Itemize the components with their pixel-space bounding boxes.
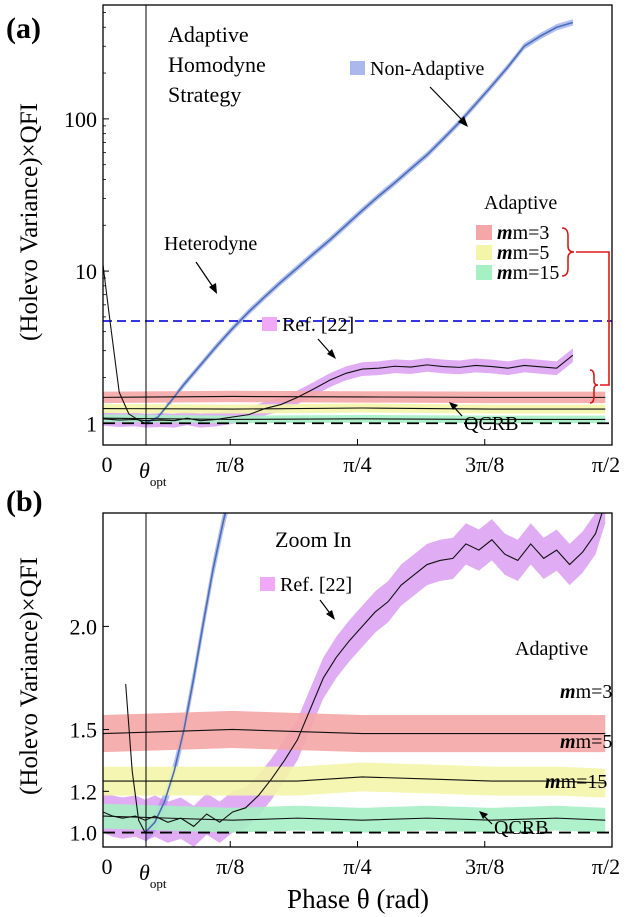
m5-curve-label: mm=5: [560, 731, 612, 753]
panel-a-letter: (a): [6, 12, 41, 45]
heterodyne-label: Heterodyne: [164, 233, 257, 255]
panel-a-lines: [103, 21, 612, 425]
panel-b-m-5-band: [103, 762, 606, 798]
m5-legend-label: mm=5: [497, 242, 549, 264]
panel-b-bands: [103, 513, 606, 847]
panel-b-m-15-line: [103, 815, 606, 821]
panel-a-ticks: 0 π/8 π/4 3π/8 π/2 1 10 100: [64, 12, 620, 477]
ref-label-b: Ref. [22]: [280, 574, 352, 596]
panel-a-xtick-label: 0: [102, 452, 113, 477]
panel-a-m-3-line: [103, 395, 606, 398]
panel-b-low-theta-line: [125, 684, 146, 833]
panel-a-non-adaptive-line: [144, 21, 574, 425]
theta-opt-b: θopt: [139, 860, 167, 891]
m3-legend-swatch: [476, 225, 492, 240]
red-bracket: [561, 227, 610, 404]
panel-b-xlabel: Phase θ (rad): [287, 884, 429, 914]
panel-b-xtick-label: 0: [102, 854, 113, 879]
panel-b-letter: (b): [6, 485, 43, 518]
panel-a-m-5-line: [103, 407, 606, 410]
panel-a-xtick-label: π/4: [343, 452, 371, 477]
m5-legend-swatch: [476, 245, 492, 260]
qcrb-arrowhead-a: [449, 402, 458, 410]
ref-legend-swatch-b: [260, 577, 275, 591]
m15-curve-label: mm=15: [545, 771, 607, 793]
panel-b-ytick-label: 1.5: [70, 717, 98, 742]
heterodyne-arrow: [195, 261, 216, 291]
adaptive-title-b: Adaptive: [515, 638, 588, 660]
nonadaptive-label: Non-Adaptive: [370, 58, 485, 80]
panel-b-m-3-band: [103, 710, 606, 753]
panel-b-ytick-label: 1.2: [70, 779, 98, 804]
nonadaptive-arrowhead: [458, 116, 468, 127]
nonadaptive-legend-swatch: [350, 61, 365, 75]
panel-b-xtick-label: 3π/8: [465, 854, 504, 879]
panel-a-low-theta-line: [103, 264, 146, 424]
panel-a-xtick-label: 3π/8: [465, 452, 504, 477]
panel-b-xtick-label: π/4: [343, 854, 371, 879]
panel-a-m-15-line: [103, 417, 606, 420]
ref-legend-swatch-a: [262, 317, 277, 331]
panel-b: 0 π/8 π/4 3π/8 π/2 1.0 1.2 1.5 2.0 (b) (Holevo V…: [6, 485, 621, 914]
qcrb-label-a: QCRB: [464, 413, 518, 435]
nonadaptive-arrow: [429, 86, 467, 125]
panel-a-xtick-label: π/2: [592, 452, 620, 477]
m3-legend-label: mm=3: [497, 222, 549, 244]
panel-b-ylabel: (Holevo Variance)×QFI: [16, 557, 43, 795]
panel-a-ref-22-line: [103, 354, 574, 422]
red-bracket-connector: [576, 251, 610, 386]
panel-a-ylabel: (Holevo Variance)×QFI: [16, 103, 43, 341]
panel-a-ytick-label: 10: [75, 259, 97, 284]
panel-b-ytick-label: 2.0: [70, 614, 98, 639]
panel-b-xtick-label: π/2: [592, 854, 620, 879]
panel-a-xtick-label: π/8: [216, 452, 244, 477]
m3-curve-label: mm=3: [560, 681, 612, 703]
panel-b-lines: [103, 513, 612, 834]
qcrb-arrowhead-b: [479, 811, 488, 819]
theta-opt-a: θopt: [139, 458, 167, 489]
panel-b-ticks: 0 π/8 π/4 3π/8 π/2 1.0 1.2 1.5 2.0: [70, 614, 621, 879]
panel-b-m-3-line: [103, 728, 606, 735]
ref-label-a: Ref. [22]: [282, 314, 354, 336]
red-bracket-upper-brace: [561, 227, 575, 277]
panel-b-xtick-label: π/8: [216, 854, 244, 879]
m15-legend-swatch: [476, 265, 492, 280]
panel-b-ytick-label: 1.0: [70, 821, 98, 846]
red-bracket-lower-brace: [589, 369, 599, 404]
adaptive-title-a: Adaptive: [484, 192, 557, 214]
panel-b-m-5-line: [103, 776, 606, 784]
panel-b-ref-22-line: [103, 513, 603, 828]
strategy-line-1: Adaptive: [168, 22, 249, 47]
qcrb-label-b: QCRB: [494, 817, 548, 839]
panel-a: 0 π/8 π/4 3π/8 π/2 1 10 100 (a) (Holevo Varianc…: [6, 4, 620, 489]
m15-legend-label: mm=15: [497, 262, 559, 284]
panel-b-non-adaptive-line: [144, 513, 227, 834]
panel-a-ref-22-band: [103, 348, 573, 428]
zoom-in-label: Zoom In: [275, 527, 351, 552]
panel-b-m-15-band: [103, 803, 606, 833]
panel-a-ytick-label: 100: [64, 107, 97, 132]
ref-arrowhead-a: [327, 349, 336, 359]
strategy-line-2: Homodyne: [168, 52, 266, 77]
ref-arrowhead-b: [326, 610, 335, 620]
heterodyne-arrowhead: [209, 283, 217, 294]
panel-a-ytick-label: 1: [86, 411, 97, 436]
panel-b-non-adaptive-band: [145, 513, 228, 843]
strategy-line-3: Strategy: [168, 82, 241, 107]
